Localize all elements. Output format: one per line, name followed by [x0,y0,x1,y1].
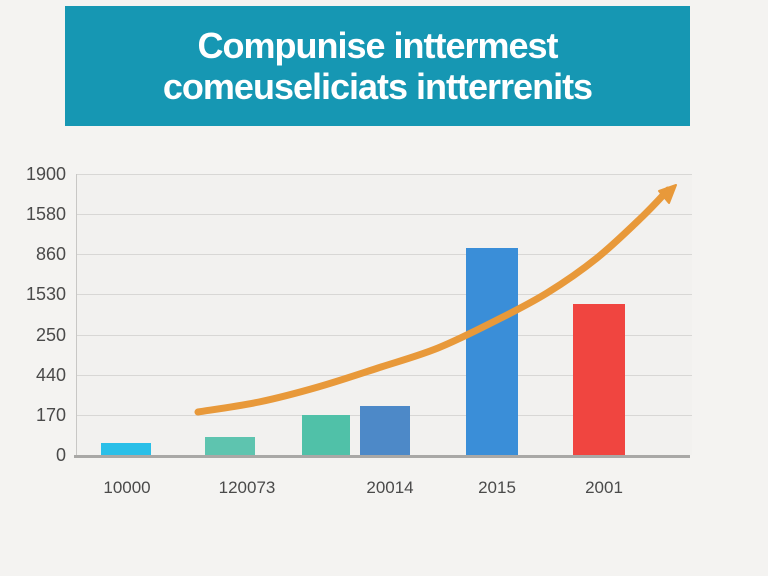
y-tick-label: 170 [35,405,66,425]
y-tick-label: 1900 [25,164,66,184]
y-tick-label: 1530 [25,284,66,304]
y-tick-label: 250 [35,325,66,345]
x-tick-label: 20014 [366,478,414,497]
x-tick-label: 10000 [103,478,151,497]
title-banner: Compunise inttermest comeuseliciats intt… [65,6,690,126]
y-tick-label: 440 [35,365,66,385]
gridline [76,214,692,215]
gridline [76,174,692,175]
bar-6 [573,304,625,455]
gridline [76,254,692,255]
x-tick-label: 120073 [218,478,276,497]
bar-2 [205,437,255,455]
bar-3 [302,415,350,455]
title-line-1: Compunise inttermest [197,25,558,66]
y-tick-label: 0 [55,445,66,465]
y-tick-label: 860 [35,244,66,264]
x-tick-label: 2015 [478,478,516,497]
gridline [76,294,692,295]
y-tick-label: 1580 [25,204,66,224]
bar-5 [466,248,518,455]
bar-1 [101,443,151,455]
title-line-2: comeuseliciats intterrenits [162,66,593,107]
bar-4 [360,406,410,455]
x-tick-label: 2001 [585,478,623,497]
y-axis-line [76,174,77,457]
x-axis-line [74,455,690,458]
